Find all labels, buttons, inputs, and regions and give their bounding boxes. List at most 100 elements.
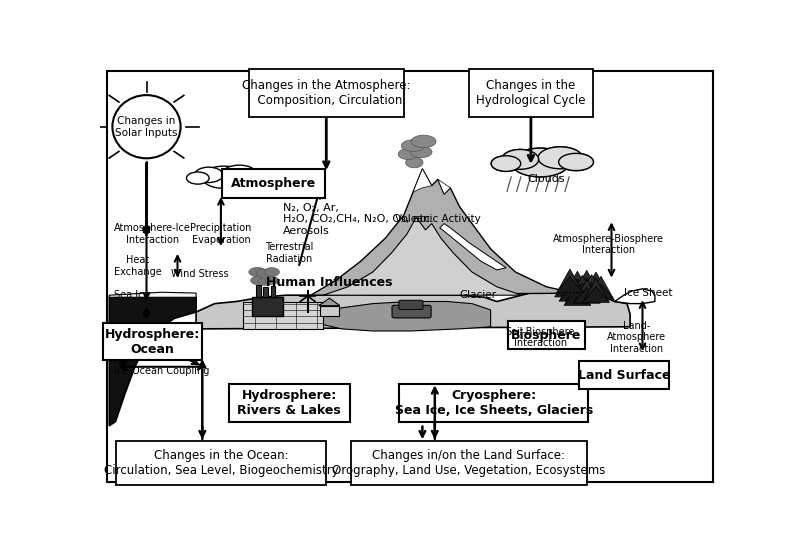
FancyBboxPatch shape — [263, 287, 268, 298]
Ellipse shape — [511, 148, 569, 177]
Polygon shape — [565, 282, 590, 304]
FancyBboxPatch shape — [508, 321, 585, 350]
Polygon shape — [556, 274, 580, 295]
Polygon shape — [573, 278, 600, 294]
Polygon shape — [196, 289, 630, 329]
Polygon shape — [438, 179, 450, 194]
Polygon shape — [614, 289, 655, 304]
FancyBboxPatch shape — [320, 306, 338, 316]
Text: Human Influences: Human Influences — [266, 276, 393, 289]
Polygon shape — [564, 289, 591, 305]
Text: Land-
Atmosphere
Interaction: Land- Atmosphere Interaction — [606, 321, 666, 354]
Ellipse shape — [538, 147, 582, 169]
Ellipse shape — [502, 149, 538, 170]
Ellipse shape — [411, 135, 436, 148]
Polygon shape — [574, 280, 599, 301]
FancyBboxPatch shape — [270, 286, 275, 298]
Ellipse shape — [258, 278, 270, 286]
Polygon shape — [584, 272, 608, 294]
FancyBboxPatch shape — [252, 298, 283, 316]
FancyBboxPatch shape — [399, 300, 423, 310]
Polygon shape — [413, 169, 432, 192]
Text: Hydrosphere:
Rivers & Lakes: Hydrosphere: Rivers & Lakes — [238, 388, 341, 417]
Text: Changes in
Solar Inputs: Changes in Solar Inputs — [115, 116, 178, 137]
Polygon shape — [569, 283, 596, 299]
Ellipse shape — [410, 146, 432, 158]
Ellipse shape — [491, 156, 521, 171]
Text: Precipitation
Evaporation: Precipitation Evaporation — [190, 223, 251, 245]
Ellipse shape — [538, 147, 582, 169]
Ellipse shape — [558, 153, 594, 171]
Polygon shape — [578, 282, 606, 298]
Text: Wind Stress: Wind Stress — [171, 269, 229, 279]
Ellipse shape — [256, 269, 272, 277]
FancyBboxPatch shape — [107, 71, 713, 482]
Polygon shape — [587, 284, 614, 300]
Ellipse shape — [249, 267, 266, 277]
Text: Cryosphere:
Sea Ice, Ice Sheets, Glaciers: Cryosphere: Sea Ice, Ice Sheets, Glacier… — [394, 388, 593, 417]
Text: Atmosphere-Ice
Interaction: Atmosphere-Ice Interaction — [114, 223, 190, 245]
Polygon shape — [319, 298, 340, 306]
Text: Land Surface: Land Surface — [578, 369, 670, 382]
Polygon shape — [557, 277, 583, 293]
Polygon shape — [579, 275, 604, 296]
Ellipse shape — [511, 148, 569, 177]
Text: Changes in the
Hydrological Cycle: Changes in the Hydrological Cycle — [476, 79, 586, 107]
Text: Hydrosphere:
Ocean: Hydrosphere: Ocean — [105, 328, 200, 356]
Ellipse shape — [250, 276, 264, 284]
Text: Atmosphere-Biosphere
Interaction: Atmosphere-Biosphere Interaction — [553, 234, 664, 255]
FancyBboxPatch shape — [222, 169, 325, 198]
Polygon shape — [559, 285, 586, 301]
Ellipse shape — [402, 140, 425, 152]
Text: Ice Sheet: Ice Sheet — [624, 288, 672, 298]
Text: Soil-Biosphere
Interaction: Soil-Biosphere Interaction — [506, 327, 575, 348]
Polygon shape — [564, 279, 591, 295]
Polygon shape — [323, 301, 490, 331]
Text: Terrestrial
Radiation: Terrestrial Radiation — [265, 242, 314, 264]
Polygon shape — [582, 280, 610, 296]
Ellipse shape — [264, 267, 279, 276]
Polygon shape — [242, 301, 323, 329]
Polygon shape — [582, 287, 610, 302]
Ellipse shape — [398, 149, 418, 160]
Text: Biosphere: Biosphere — [511, 329, 582, 342]
FancyBboxPatch shape — [579, 361, 669, 389]
FancyBboxPatch shape — [229, 383, 350, 422]
FancyBboxPatch shape — [115, 441, 326, 485]
Text: N₂, O₂, Ar,
H₂O, CO₂,CH₄, N₂O, O₃, etc.
Aerosols: N₂, O₂, Ar, H₂O, CO₂,CH₄, N₂O, O₃, etc. … — [283, 203, 434, 236]
Text: Glacier: Glacier — [460, 290, 497, 300]
Polygon shape — [573, 287, 600, 303]
Ellipse shape — [222, 165, 256, 182]
Polygon shape — [110, 292, 196, 298]
Text: Changes in/on the Land Surface:
Orography, Land Use, Vegetation, Ecosystems: Changes in/on the Land Surface: Orograph… — [332, 449, 606, 477]
Text: Changes in the Ocean:
Circulation, Sea Level, Biogeochemistry: Changes in the Ocean: Circulation, Sea L… — [103, 449, 338, 477]
Text: Changes in the Atmosphere:
  Composition, Circulation: Changes in the Atmosphere: Composition, … — [242, 79, 410, 107]
Polygon shape — [565, 271, 590, 293]
Ellipse shape — [186, 172, 209, 184]
Polygon shape — [440, 224, 506, 270]
Ellipse shape — [491, 156, 521, 171]
Ellipse shape — [238, 170, 265, 184]
FancyBboxPatch shape — [399, 383, 588, 422]
Polygon shape — [110, 298, 196, 426]
Polygon shape — [560, 277, 585, 299]
Ellipse shape — [265, 276, 278, 284]
Ellipse shape — [502, 149, 538, 170]
Ellipse shape — [194, 167, 222, 183]
FancyBboxPatch shape — [256, 284, 262, 298]
Ellipse shape — [558, 153, 594, 171]
Polygon shape — [570, 275, 594, 298]
Text: Volcanic Activity: Volcanic Activity — [395, 214, 481, 224]
Polygon shape — [574, 270, 599, 292]
FancyBboxPatch shape — [103, 323, 202, 360]
Text: Atmosphere: Atmosphere — [231, 177, 316, 190]
Ellipse shape — [202, 166, 246, 188]
Ellipse shape — [406, 157, 423, 168]
FancyBboxPatch shape — [351, 441, 586, 485]
FancyBboxPatch shape — [392, 305, 431, 318]
Polygon shape — [558, 269, 582, 291]
Polygon shape — [310, 169, 584, 295]
FancyBboxPatch shape — [469, 69, 593, 117]
Text: Ice-Ocean Coupling: Ice-Ocean Coupling — [114, 366, 209, 376]
Polygon shape — [554, 281, 582, 297]
